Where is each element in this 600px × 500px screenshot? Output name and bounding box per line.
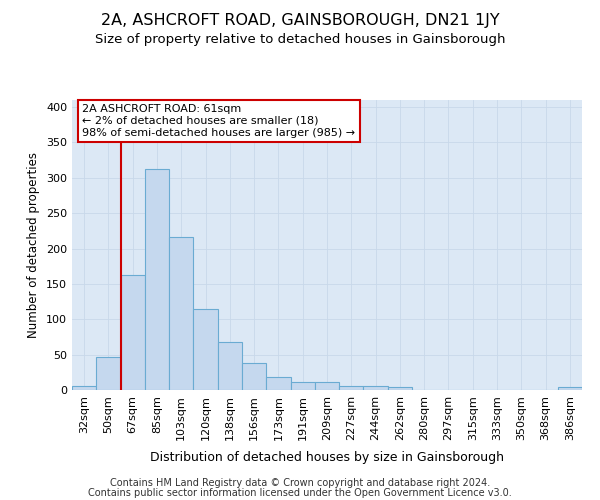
Text: 2A, ASHCROFT ROAD, GAINSBOROUGH, DN21 1JY: 2A, ASHCROFT ROAD, GAINSBOROUGH, DN21 1J… xyxy=(101,12,499,28)
Bar xyxy=(558,387,582,390)
Bar xyxy=(339,386,364,390)
Bar xyxy=(121,274,145,390)
Bar xyxy=(96,357,121,390)
Bar xyxy=(315,382,339,390)
Bar xyxy=(218,342,242,390)
Bar xyxy=(193,310,218,390)
Text: Contains HM Land Registry data © Crown copyright and database right 2024.: Contains HM Land Registry data © Crown c… xyxy=(110,478,490,488)
X-axis label: Distribution of detached houses by size in Gainsborough: Distribution of detached houses by size … xyxy=(150,451,504,464)
Y-axis label: Number of detached properties: Number of detached properties xyxy=(28,152,40,338)
Bar xyxy=(364,386,388,390)
Bar xyxy=(72,386,96,390)
Bar xyxy=(290,382,315,390)
Bar xyxy=(145,170,169,390)
Text: 2A ASHCROFT ROAD: 61sqm
← 2% of detached houses are smaller (18)
98% of semi-det: 2A ASHCROFT ROAD: 61sqm ← 2% of detached… xyxy=(82,104,355,138)
Bar xyxy=(266,378,290,390)
Bar xyxy=(169,237,193,390)
Text: Contains public sector information licensed under the Open Government Licence v3: Contains public sector information licen… xyxy=(88,488,512,498)
Bar xyxy=(388,387,412,390)
Text: Size of property relative to detached houses in Gainsborough: Size of property relative to detached ho… xyxy=(95,32,505,46)
Bar xyxy=(242,363,266,390)
